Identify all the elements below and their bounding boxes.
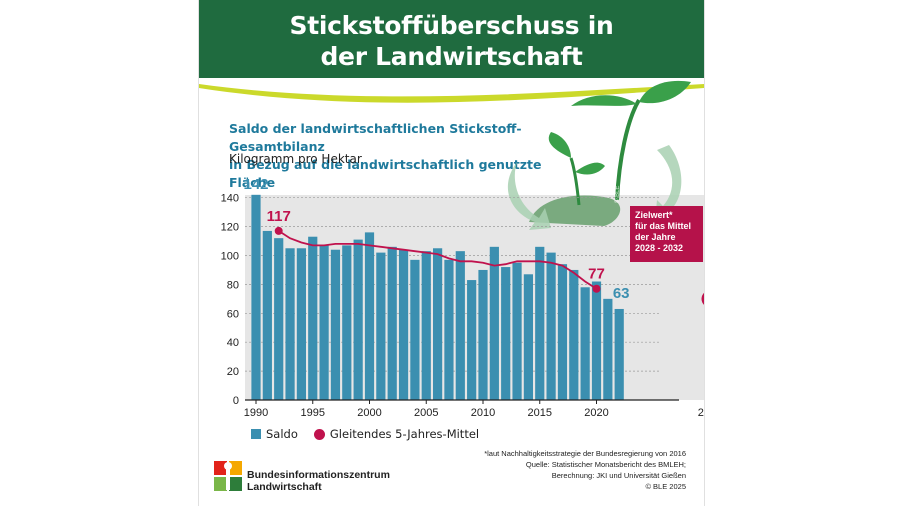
y-tick-label: 40 [227,337,239,349]
bar [569,269,579,400]
ble-logo-icon [214,461,242,491]
bar [591,281,602,400]
chart-svg: 0 20 40 60 80 100 120 140 1990 1995 2000 2005 2010 20… [221,80,704,419]
bar [614,308,624,400]
chart-legend: Saldo Gleitendes 5-Jahres-Mittel [251,427,479,441]
bar [546,252,556,400]
bar [444,259,454,400]
x-tick-label: 2000 [357,407,381,419]
legend-line-swatch [313,428,325,440]
bar [489,246,499,400]
moving-average-line [278,230,597,290]
y-tick-label: 20 [227,366,239,378]
last-bar-label: 63 [613,285,630,302]
x-tick-label: 2030 [698,407,704,419]
y-tick-label: 0 [233,395,239,407]
unit-label: Kilogramm pro Hektar [229,152,362,166]
logo-line-2: Landwirtschaft [247,481,322,493]
legend-line-label: Gleitendes 5-Jahres-Mittel [329,427,480,441]
bar [410,259,420,400]
bar [251,194,261,400]
header-swoosh [199,70,704,103]
bar [387,246,397,400]
bar [557,264,568,400]
moving-average-end-point [592,284,601,293]
page-title: Stickstoffüberschuss in der Landwirtscha… [199,10,704,72]
infographic-card: Stickstoffüberschuss in der Landwirtscha… [198,0,705,506]
bar [523,274,533,400]
target-point [701,292,704,305]
target-line-1: Zielwert* [635,210,673,220]
x-tick-label: 1995 [301,407,325,419]
bar [398,249,409,400]
title-line-1: Stickstoffüberschuss in [289,11,614,40]
arrow-down-icon [507,162,551,230]
chart-layer: 0 20 40 60 80 100 120 140 1990 1995 2000 2005 2010 20… [221,176,704,419]
y-tick-label: 60 [227,308,239,320]
y-tick-label: 120 [221,222,239,234]
footnote-line-4: © BLE 2025 [645,482,686,491]
legend-bar-label: Saldo [266,427,298,441]
bar [535,246,545,400]
bar [308,236,318,400]
bar [433,248,443,400]
x-tick-label: 2010 [471,407,495,419]
x-tick-label: 2015 [528,407,552,419]
bar [478,269,488,400]
bar [330,249,341,400]
bar [319,245,329,400]
bar [353,239,363,400]
footnote-line-3: Berechnung: JKI und Universität Gießen [551,471,686,480]
y-tick-label: 100 [221,251,239,263]
first-bar-label: 142 [243,176,268,193]
target-line-2: für das Mittel [635,221,692,231]
moving-average-start-point [274,226,283,235]
bar [421,251,431,400]
subtitle-line-1: Saldo der landwirtschaftlichen Stickstof… [229,121,522,154]
subtitle-line-2: in Bezug auf die landwirtschaftlich genu… [229,157,542,190]
x-tick-label: 2005 [414,407,438,419]
y-tick-label: 140 [221,193,239,205]
chart-subtitle: Saldo der landwirtschaftlichen Stickstof… [229,120,589,192]
bar [580,287,590,400]
arrow-up-icon [655,145,682,222]
bar [512,262,522,400]
bar [364,232,375,400]
watermark: © BLE [615,185,621,203]
bar [455,251,465,400]
footnote: *laut Nachhaltigkeitsstrategie der Bunde… [386,448,686,492]
y-tick-label: 80 [227,279,239,291]
target-box: Zielwert* für das Mittel der Jahre 2028 … [630,206,703,262]
legend-bar-swatch [251,429,261,439]
bar [296,248,306,400]
x-tick-label: 2020 [584,407,608,419]
bar [603,298,613,400]
target-line-4: 2028 - 2032 [635,243,684,253]
bar [285,248,295,400]
bar [342,245,352,400]
logo-line-1: Bundesinformationszentrum [247,469,390,481]
bar [467,280,477,400]
bar [501,267,511,400]
first-average-label: 117 [267,208,291,225]
bar [274,238,284,400]
footnote-line-2: Quelle: Statistischer Monatsbericht des … [525,460,686,469]
last-average-label: 77 [588,266,605,283]
bar [262,230,272,400]
plant-illustration [507,80,691,230]
title-line-2: der Landwirtschaft [320,42,583,71]
bar [376,252,386,400]
footnote-line-1: *laut Nachhaltigkeitsstrategie der Bunde… [484,449,686,458]
target-line-3: der Jahre [635,232,676,242]
logo-text: Bundesinformationszentrum Landwirtschaft [247,469,390,493]
header-banner: Stickstoffüberschuss in der Landwirtscha… [199,0,704,78]
x-tick-label: 1990 [244,407,268,419]
